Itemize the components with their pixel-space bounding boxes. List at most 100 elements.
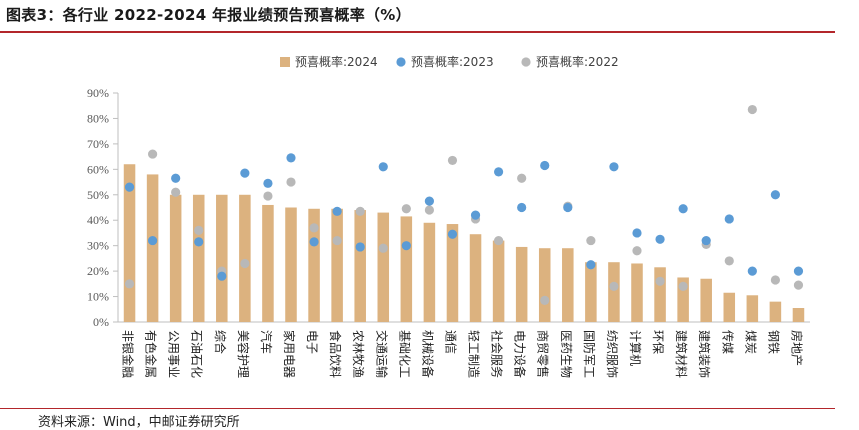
data-point bbox=[517, 173, 527, 183]
bar bbox=[331, 208, 343, 322]
bar bbox=[123, 164, 136, 322]
data-point bbox=[124, 279, 135, 289]
bar bbox=[723, 292, 736, 322]
data-point bbox=[632, 228, 642, 238]
data-point bbox=[540, 295, 550, 305]
bar bbox=[746, 295, 759, 322]
bar bbox=[446, 224, 459, 322]
bar bbox=[262, 204, 274, 322]
legend: 预喜概率:2024 预喜概率:2023 预喜概率:2022 bbox=[280, 54, 619, 69]
data-point bbox=[240, 258, 250, 269]
bar bbox=[216, 194, 228, 322]
y-tick-label: 20% bbox=[87, 264, 109, 278]
y-tick-label: 80% bbox=[87, 111, 109, 125]
bar bbox=[146, 174, 159, 322]
y-tick-label: 10% bbox=[87, 290, 109, 304]
legend-swatch bbox=[280, 57, 290, 67]
data-point bbox=[217, 271, 227, 281]
bar bbox=[515, 246, 528, 322]
data-point bbox=[148, 149, 158, 159]
data-point bbox=[378, 162, 388, 172]
data-point bbox=[309, 223, 319, 233]
data-point bbox=[148, 235, 158, 246]
x-tick-label: 公用事业 bbox=[167, 330, 181, 378]
data-point bbox=[563, 202, 573, 213]
bar bbox=[677, 277, 689, 322]
bar-series bbox=[123, 164, 805, 322]
data-point bbox=[655, 234, 665, 244]
legend-swatch bbox=[521, 57, 531, 67]
data-point bbox=[286, 153, 296, 163]
bar bbox=[585, 262, 597, 322]
bar bbox=[169, 194, 182, 322]
source-note: 资料来源：Wind，中邮证券研究所 bbox=[38, 415, 240, 430]
x-tick-label: 轻工制造 bbox=[467, 330, 481, 378]
bar bbox=[700, 278, 712, 322]
data-point bbox=[124, 182, 135, 192]
data-point bbox=[194, 237, 204, 247]
x-tick-label: 国防军工 bbox=[582, 330, 597, 378]
data-point bbox=[586, 235, 596, 246]
x-tick-label: 综合 bbox=[213, 330, 228, 354]
data-point bbox=[286, 177, 296, 187]
data-point bbox=[494, 167, 504, 177]
x-tick-label: 商贸零售 bbox=[536, 330, 551, 378]
data-point bbox=[171, 173, 181, 183]
data-point bbox=[678, 281, 688, 291]
bar bbox=[400, 216, 413, 322]
x-tick-label: 交通运输 bbox=[374, 330, 389, 378]
bar bbox=[631, 263, 643, 322]
x-tick-label: 医药生物 bbox=[559, 330, 573, 378]
data-point bbox=[355, 206, 365, 216]
x-tick-label: 食品饮料 bbox=[328, 330, 343, 378]
data-point bbox=[747, 266, 757, 276]
x-tick-label: 非银金融 bbox=[121, 330, 136, 378]
x-tick-label: 社会服务 bbox=[490, 330, 505, 378]
data-point bbox=[701, 235, 711, 246]
data-point bbox=[401, 241, 411, 251]
legend-label: 预喜概率:2024 bbox=[295, 54, 378, 69]
data-point bbox=[586, 260, 596, 270]
bar bbox=[538, 248, 551, 322]
data-point bbox=[332, 206, 342, 216]
x-tick-label: 传媒 bbox=[720, 330, 735, 354]
x-tick-label: 煤炭 bbox=[743, 330, 757, 354]
x-tick-label: 家用电器 bbox=[282, 330, 297, 378]
axes: 0% 10% 20% 30% 40% 50% 60% 70% 80% 90% bbox=[87, 86, 810, 329]
bar bbox=[239, 194, 251, 322]
data-point bbox=[401, 204, 411, 214]
data-point bbox=[355, 242, 365, 252]
data-point bbox=[540, 160, 550, 171]
y-tick-label: 90% bbox=[87, 86, 109, 100]
data-point bbox=[447, 229, 458, 239]
title-divider bbox=[0, 31, 835, 33]
x-tick-label: 机械设备 bbox=[420, 330, 435, 378]
data-point bbox=[609, 281, 619, 291]
x-tick-label: 建筑装饰 bbox=[697, 330, 712, 378]
y-tick-label: 70% bbox=[87, 137, 109, 151]
category-labels: 非银金融 有色金属 公用事业 石油石化 综合 美容护理 汽车 家用电器 电子 食品饮料 农林牧渔 交通… bbox=[121, 330, 805, 378]
x-tick-label: 美容护理 bbox=[236, 330, 251, 378]
x-tick-label: 纺织服饰 bbox=[605, 330, 619, 378]
x-tick-label: 基础化工 bbox=[397, 330, 411, 378]
y-tick-label: 50% bbox=[87, 188, 109, 202]
data-point bbox=[724, 214, 734, 224]
data-point bbox=[240, 168, 250, 178]
data-point bbox=[447, 155, 458, 166]
y-tick-label: 40% bbox=[87, 213, 109, 227]
data-point bbox=[494, 235, 504, 246]
dot-series bbox=[124, 104, 804, 305]
x-tick-label: 电子 bbox=[305, 330, 319, 354]
data-point bbox=[424, 205, 434, 215]
x-tick-label: 农林牧渔 bbox=[351, 330, 365, 378]
data-point bbox=[770, 275, 781, 285]
x-tick-label: 电力设备 bbox=[513, 330, 527, 378]
legend-label: 预喜概率:2023 bbox=[411, 54, 494, 69]
legend-label: 预喜概率:2022 bbox=[536, 54, 619, 69]
source-divider bbox=[0, 408, 835, 409]
x-tick-label: 通信 bbox=[443, 330, 457, 354]
data-point bbox=[171, 187, 181, 197]
bar bbox=[769, 301, 782, 322]
figure-title: 图表3：各行业 2022-2024 年报业绩预告预喜概率（%） bbox=[6, 6, 411, 24]
data-point bbox=[678, 204, 688, 214]
